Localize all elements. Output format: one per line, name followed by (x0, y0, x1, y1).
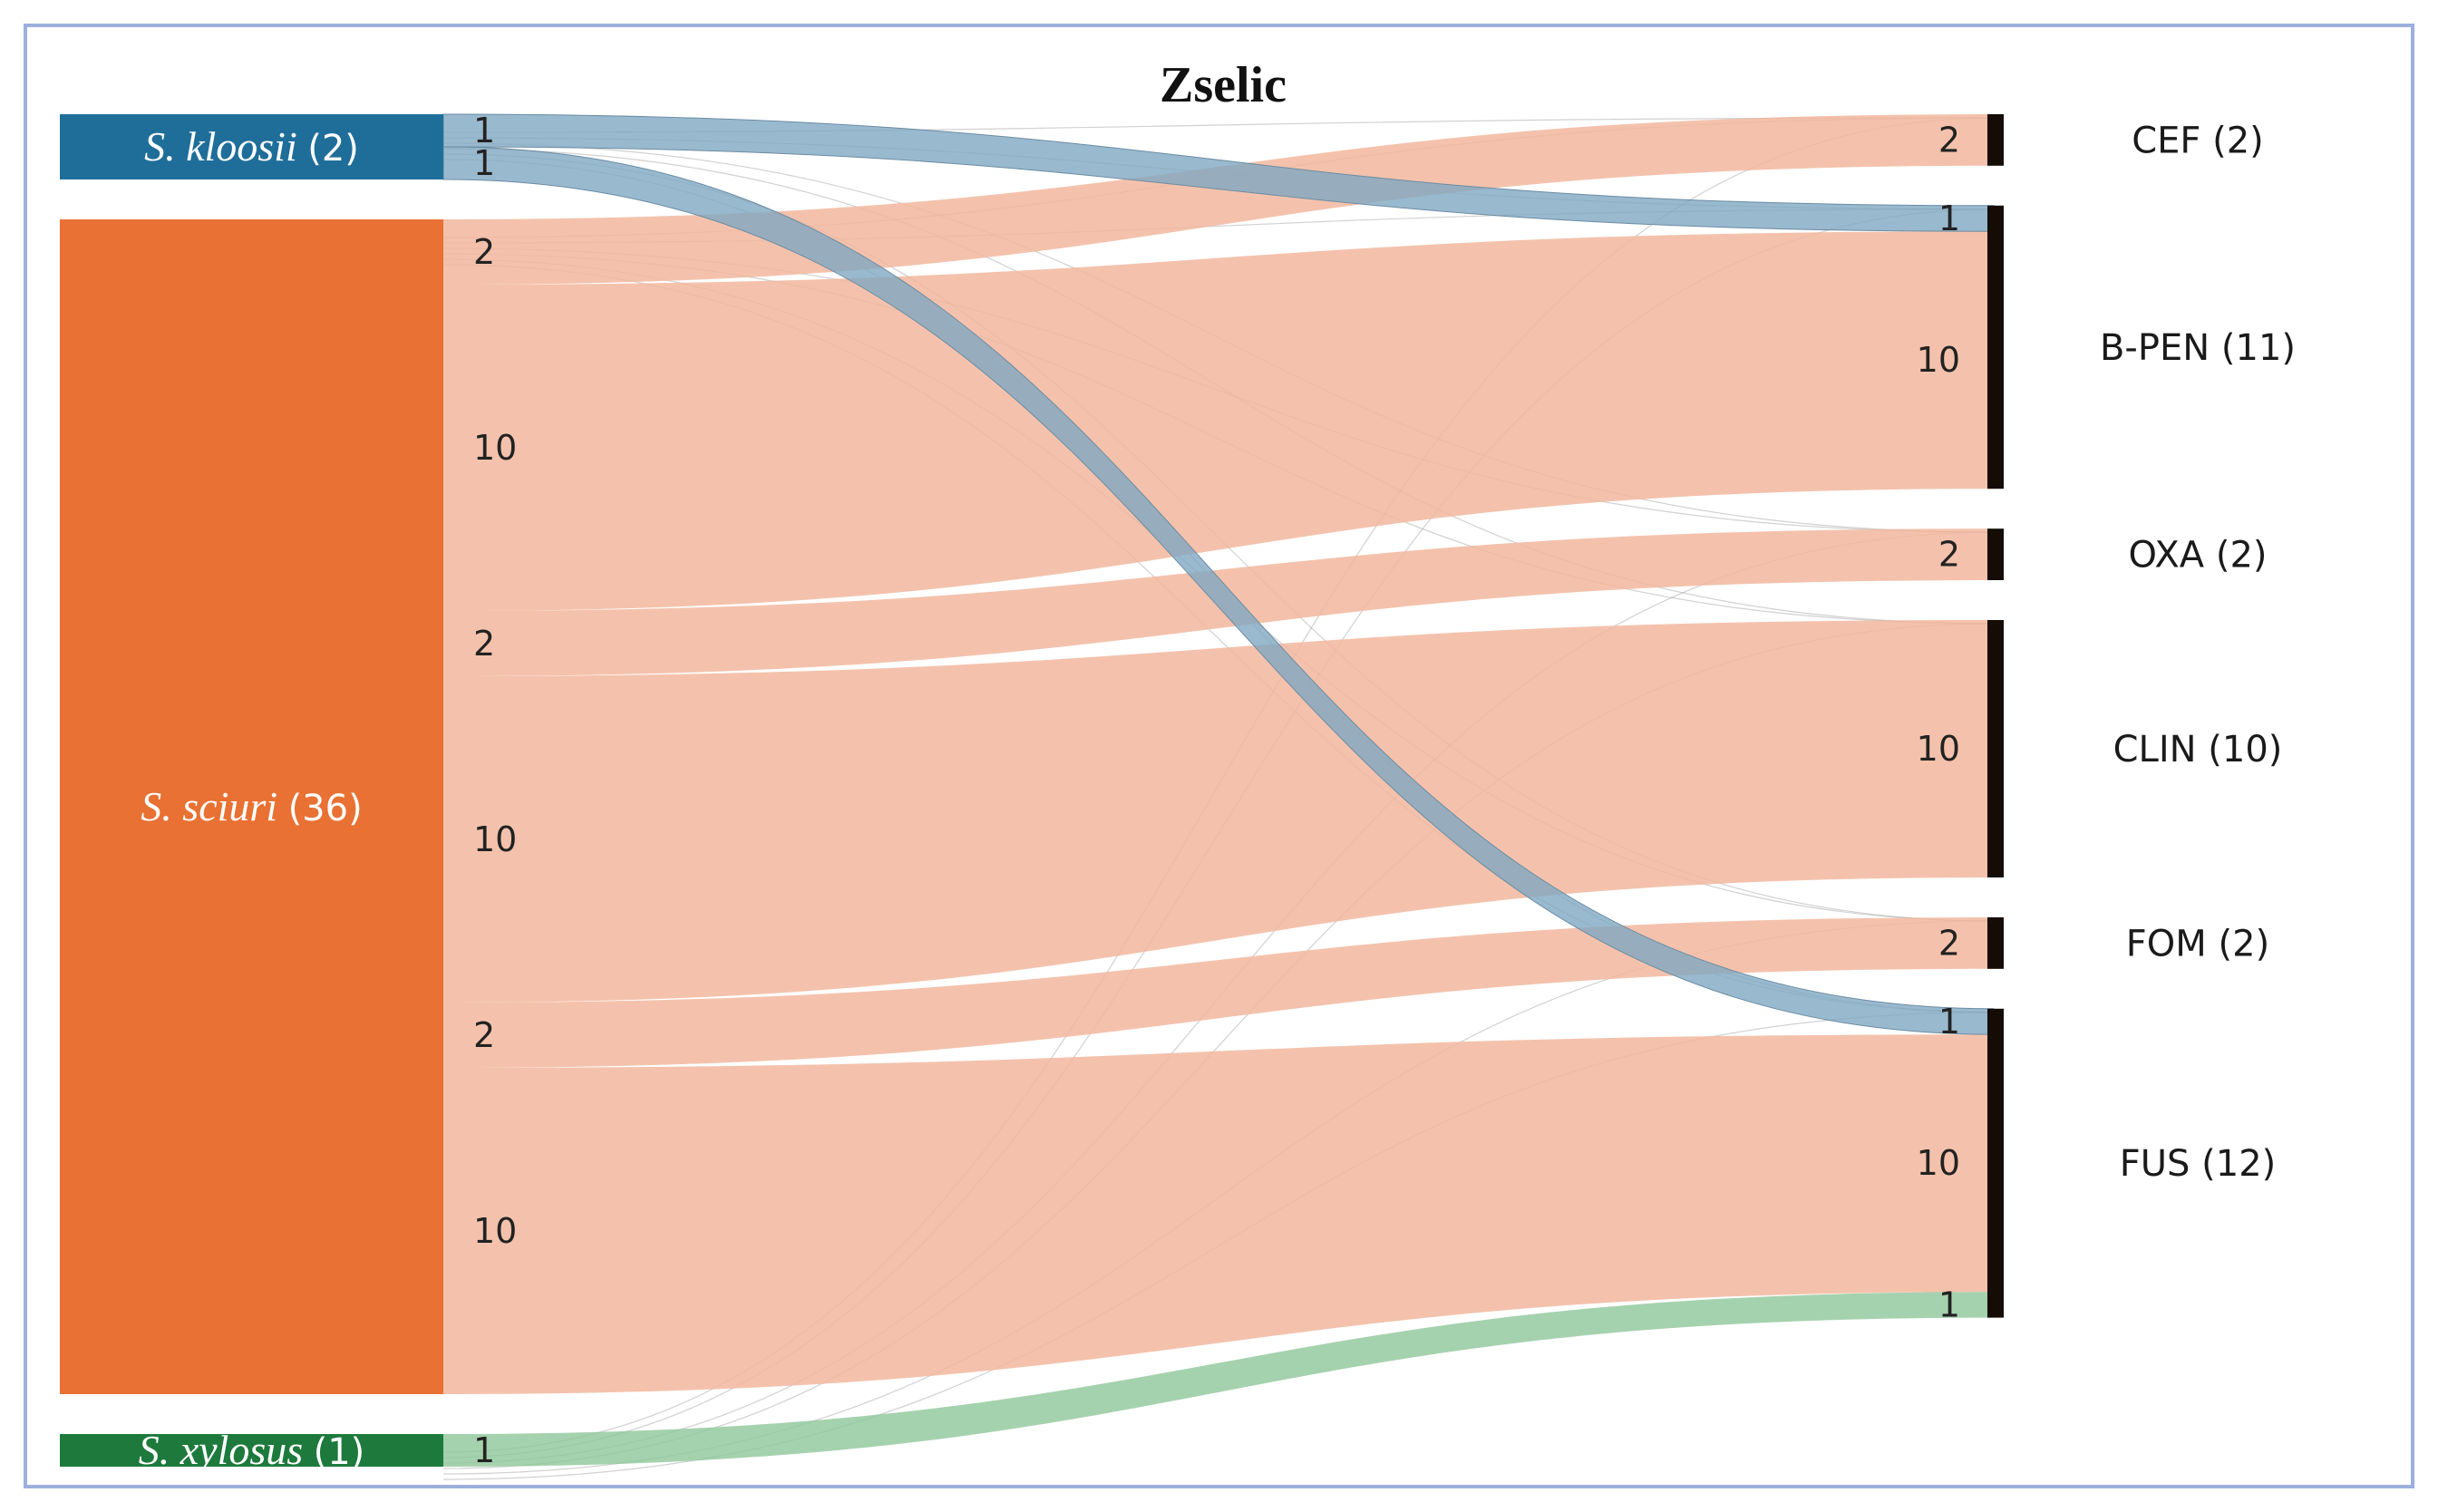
link-s-sciuri-fus-12 (443, 1034, 1994, 1394)
flow-label-source-s-sciuri-clin-10: 10 (473, 819, 517, 859)
flow-label-source-s-kloosii-b-pen-11: 1 (473, 111, 495, 150)
target-label-oxa-2: OXA (2) (2128, 535, 2267, 577)
flow-label-source-s-sciuri-fom-2: 2 (473, 1015, 495, 1055)
link-s-xylosus-fus-12 (443, 1292, 1994, 1467)
source-node-s-xylosus (60, 1434, 443, 1467)
flow-label-target-s-xylosus-fus-12: 1 (1938, 1284, 1960, 1324)
source-count: (36) (288, 788, 363, 829)
target-label-fom-2: FOM (2) (2126, 923, 2269, 964)
flow-label-target-s-kloosii-fus-12: 1 (1938, 1002, 1960, 1042)
link-layer (442, 113, 1995, 1467)
source-node-s-kloosii (60, 114, 443, 179)
source-label-s-kloosii: S. kloosii (2) (144, 123, 359, 170)
target-node-oxa-2 (1987, 528, 2004, 580)
source-label-s-sciuri: S. sciuri (36) (141, 783, 362, 829)
target-label-clin-10: CLIN (10) (2113, 729, 2283, 771)
target-node-cef-2 (1987, 114, 2004, 166)
flow-label-source-s-sciuri-oxa-2: 2 (473, 624, 495, 664)
flow-label-target-s-sciuri-b-pen-11: 10 (1917, 340, 1960, 380)
link-s-sciuri-b-pen-11 (443, 231, 1994, 611)
target-label-fus-12: FUS (12) (2120, 1143, 2277, 1185)
target-label-b-pen-11: B-PEN (11) (2100, 327, 2296, 369)
target-node-clin-10 (1987, 620, 2004, 877)
source-name: S. kloosii (144, 123, 307, 170)
source-count: (1) (314, 1431, 365, 1473)
source-label-s-xylosus: S. xylosus (1) (139, 1427, 365, 1473)
chart-title: Zselic (1160, 57, 1287, 113)
target-node-layer: CEF (2) B-PEN (11) OXA (2) CLIN (10) FOM (2)… (1987, 114, 2296, 1318)
flow-label-source-s-kloosii-fus-12: 1 (473, 143, 495, 183)
figure-frame: S. kloosii (2) S. sciuri (36) S. xylosus (… (24, 24, 2414, 1488)
flow-label-source-s-sciuri-b-pen-11: 10 (473, 428, 517, 468)
flow-label-target-s-sciuri-cef-2: 2 (1938, 120, 1960, 160)
flow-label-target-s-sciuri-fus-12: 10 (1917, 1143, 1960, 1183)
flow-label-target-s-sciuri-oxa-2: 2 (1938, 535, 1960, 575)
flow-label-source-s-sciuri-fus-12: 10 (473, 1211, 517, 1251)
flow-label-target-s-sciuri-fom-2: 2 (1938, 923, 1960, 963)
source-node-layer: S. kloosii (2) S. sciuri (36) S. xylosus (… (60, 114, 443, 1473)
source-count: (2) (307, 128, 359, 170)
flow-label-target-s-sciuri-clin-10: 10 (1917, 729, 1960, 769)
sankey-diagram: S. kloosii (2) S. sciuri (36) S. xylosus (… (60, 57, 2296, 1480)
target-label-cef-2: CEF (2) (2132, 120, 2264, 161)
link-s-sciuri-fom-2 (443, 917, 1994, 1068)
flow-label-source-s-sciuri-cef-2: 2 (473, 232, 495, 272)
link-s-sciuri-clin-10 (443, 620, 1994, 1003)
source-name: S. sciuri (141, 783, 287, 829)
source-node-s-sciuri (60, 219, 443, 1394)
flow-label-source-s-xylosus-fus-12: 1 (473, 1430, 495, 1470)
target-node-fom-2 (1987, 917, 2004, 969)
flow-label-target-s-kloosii-b-pen-11: 1 (1938, 199, 1960, 238)
target-node-fus-12 (1987, 1008, 2004, 1318)
target-node-b-pen-11 (1987, 205, 2004, 489)
source-name: S. xylosus (139, 1427, 314, 1473)
